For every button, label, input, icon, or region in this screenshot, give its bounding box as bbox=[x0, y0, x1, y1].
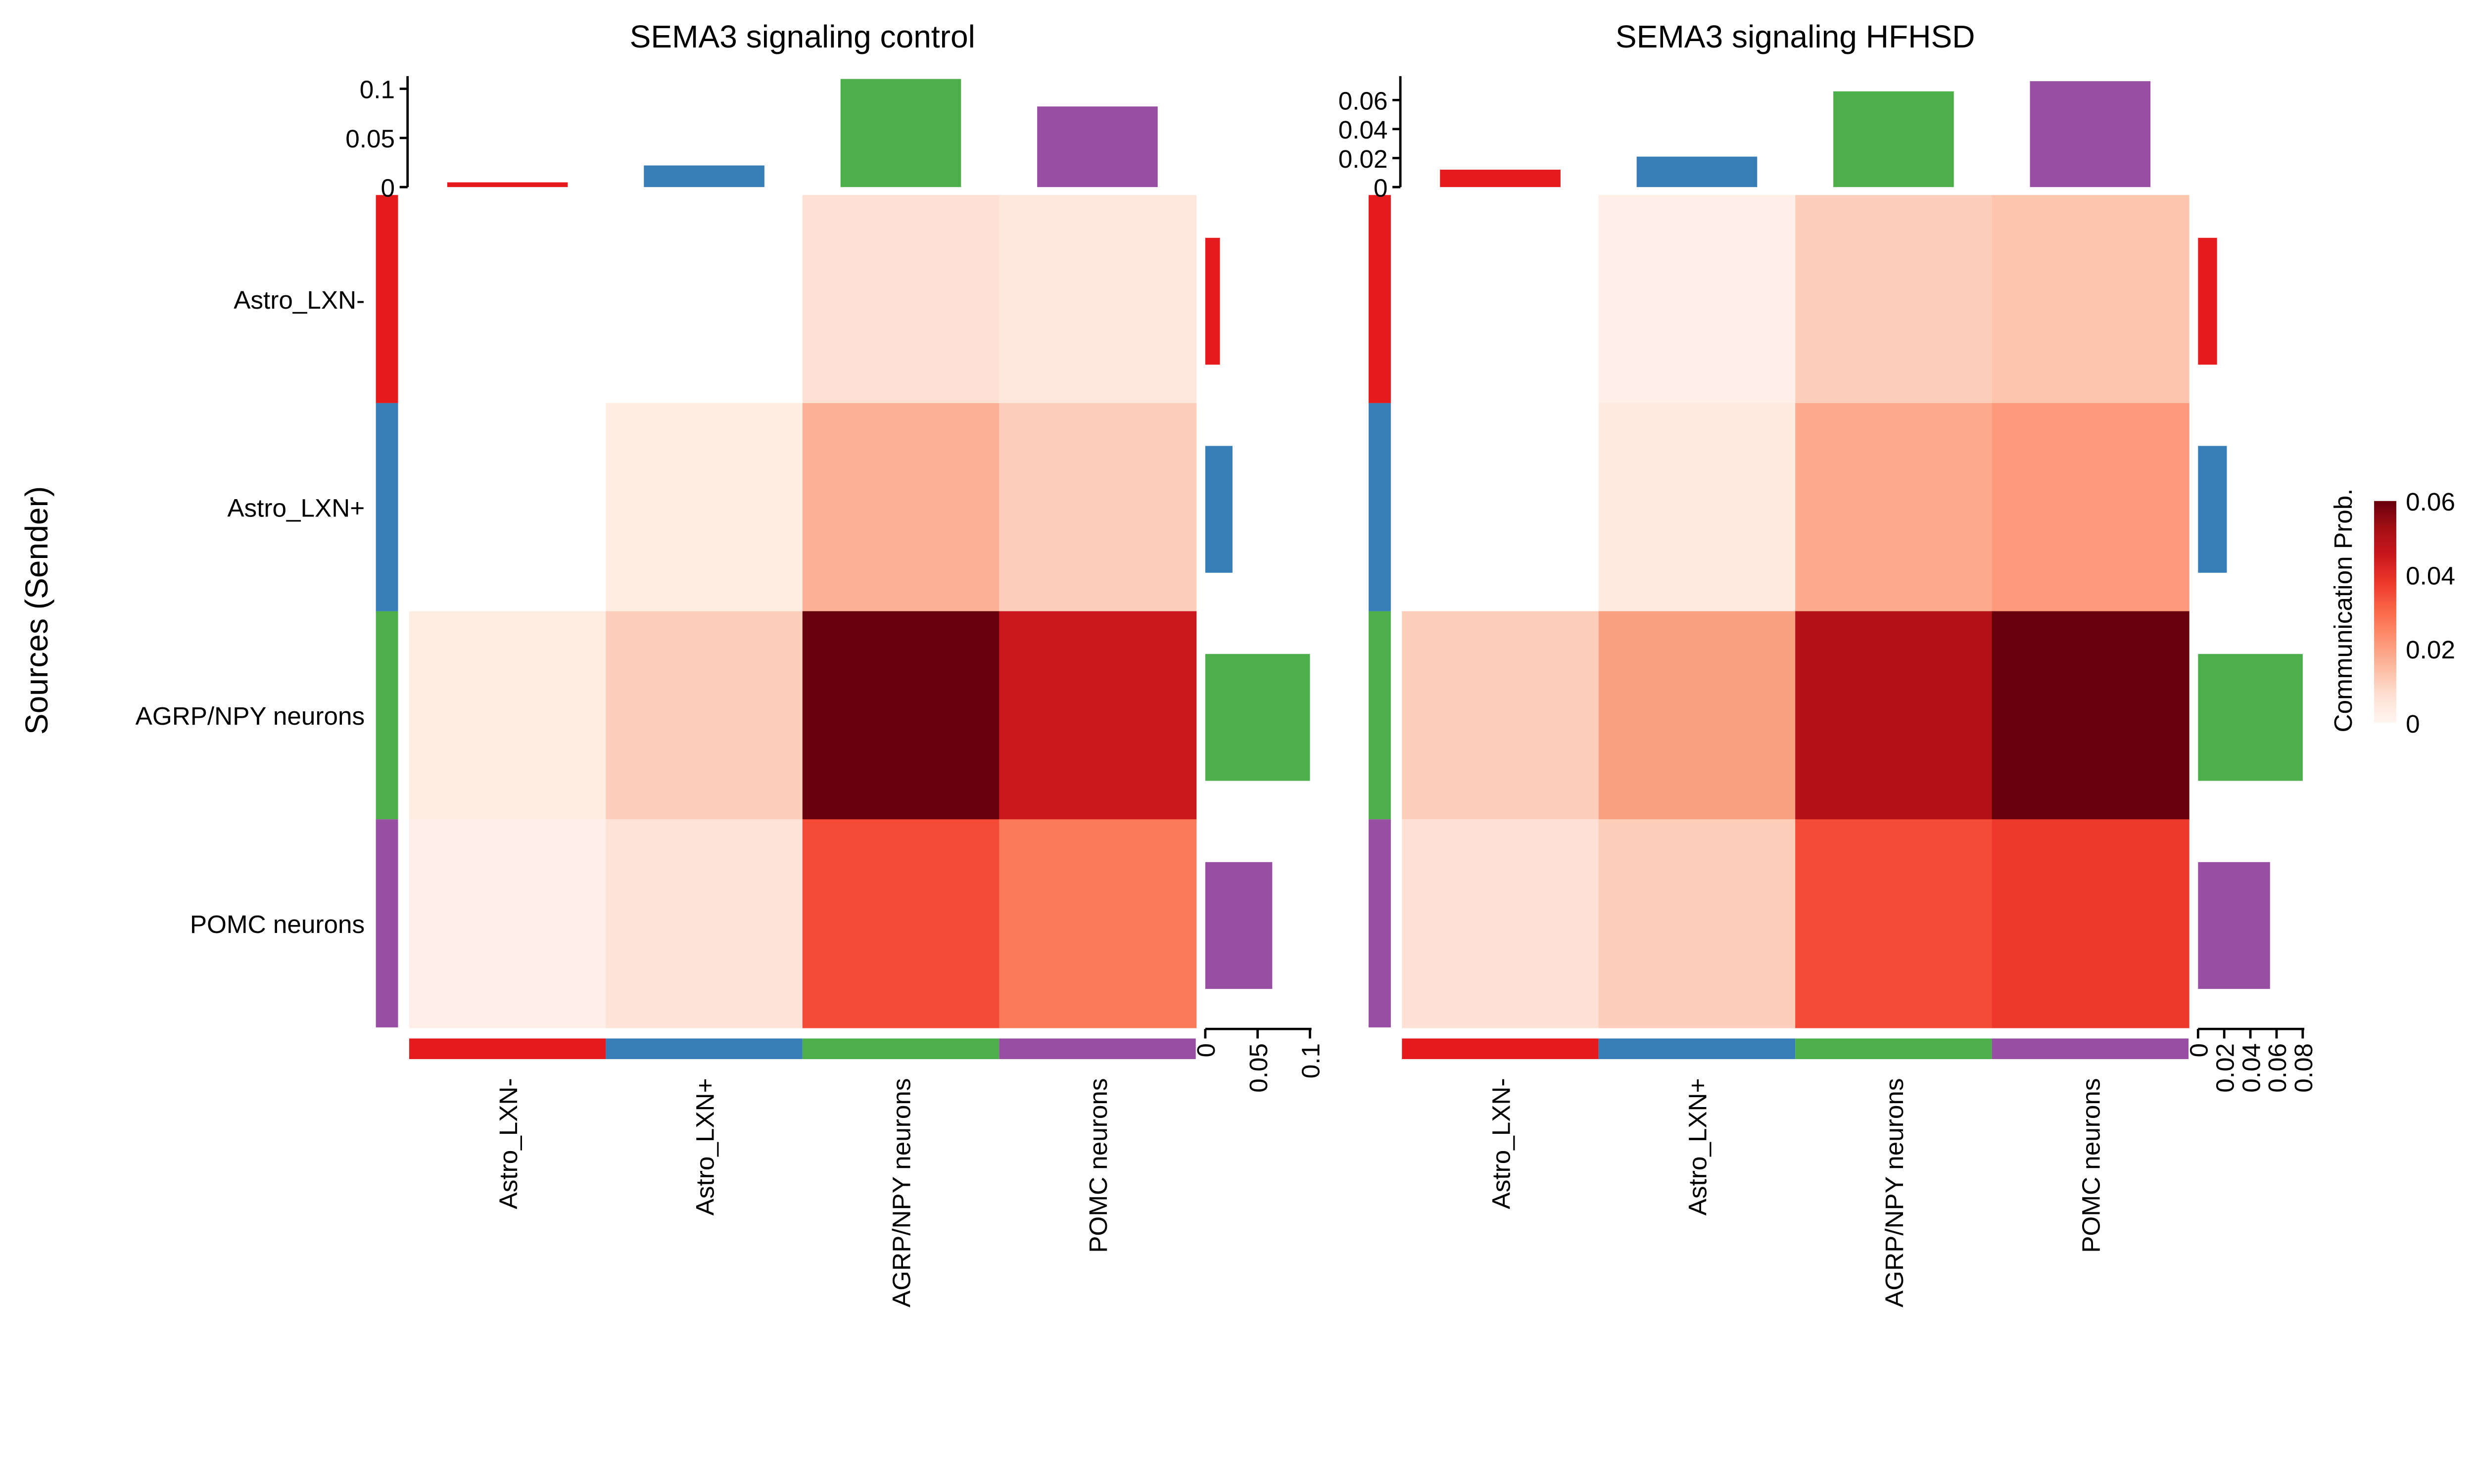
right-bar bbox=[1205, 237, 1220, 365]
heatmap-cell bbox=[802, 611, 1000, 820]
heatmap-cell bbox=[409, 611, 607, 820]
right-bar bbox=[2198, 237, 2217, 365]
row-label: Astro_LXN+ bbox=[227, 494, 365, 522]
top-bar-tick-label: 0.04 bbox=[1338, 116, 1388, 144]
column-group-color bbox=[409, 1038, 606, 1060]
column-label: Astro_LXN- bbox=[494, 1078, 523, 1209]
legend-tick-label: 0.06 bbox=[2406, 488, 2455, 516]
heatmap-cell bbox=[999, 403, 1197, 612]
top-bar-tick-label: 0.06 bbox=[1338, 87, 1388, 115]
legend: Communication Prob. 0 0.02 0.04 0.06 bbox=[2329, 488, 2455, 738]
heatmap-cell bbox=[1598, 403, 1796, 612]
right-bar bbox=[2198, 654, 2303, 781]
right-bar bbox=[1205, 654, 1310, 781]
heatmap-cell bbox=[1402, 611, 1600, 820]
right-bar bbox=[1205, 446, 1233, 573]
row-group-color bbox=[1369, 195, 1391, 403]
right-bar bbox=[2198, 446, 2227, 573]
top-bar bbox=[1440, 170, 1561, 187]
column-group-color bbox=[999, 1038, 1196, 1060]
title-hfhsd: SEMA3 signaling HFHSD bbox=[1616, 19, 1975, 54]
heatmap-panel-1: Astro_LXN- Astro_LXN+ AGRP/NPY neurons POMC… bbox=[1338, 76, 2318, 1307]
top-bar bbox=[644, 165, 764, 187]
top-bar-tick-label: 0.05 bbox=[345, 125, 395, 153]
top-bar-tick-label: 0 bbox=[1374, 174, 1388, 202]
right-bar bbox=[2198, 862, 2270, 989]
column-label: Astro_LXN+ bbox=[691, 1078, 719, 1215]
top-bar bbox=[1833, 91, 1954, 187]
row-label: Astro_LXN- bbox=[234, 286, 365, 314]
heatmap-cell bbox=[1795, 195, 1993, 404]
legend-tick-label: 0.02 bbox=[2406, 636, 2455, 664]
top-bar bbox=[1636, 156, 1758, 187]
row-group-color bbox=[376, 819, 398, 1027]
heatmap-cell bbox=[999, 195, 1197, 404]
legend-colorbar bbox=[2374, 501, 2396, 723]
heatmap-cell bbox=[1598, 819, 1796, 1028]
column-label: POMC neurons bbox=[1084, 1078, 1112, 1252]
title-control: SEMA3 signaling control bbox=[630, 19, 975, 54]
row-label: AGRP/NPY neurons bbox=[136, 702, 365, 730]
right-bar-tick-label: 0 bbox=[2185, 1043, 2213, 1058]
top-bar bbox=[1037, 106, 1158, 187]
row-group-color bbox=[1369, 819, 1391, 1027]
heatmap-cell bbox=[1795, 819, 1993, 1028]
heatmap-cell bbox=[606, 403, 804, 612]
column-group-color bbox=[802, 1038, 999, 1060]
column-label: POMC neurons bbox=[2077, 1078, 2105, 1252]
right-bar-tick-label: 0.08 bbox=[2289, 1043, 2318, 1093]
row-group-color bbox=[1369, 403, 1391, 611]
row-group-color bbox=[376, 611, 398, 820]
heatmap-cell bbox=[409, 819, 607, 1028]
right-bar-tick-label: 0.1 bbox=[1297, 1043, 1325, 1078]
right-bar-tick-label: 0.06 bbox=[2263, 1043, 2291, 1093]
heatmap-cell bbox=[999, 819, 1197, 1028]
heatmap-cell bbox=[802, 195, 1000, 404]
column-group-color bbox=[606, 1038, 803, 1060]
column-label: AGRP/NPY neurons bbox=[888, 1078, 916, 1307]
legend-tick-label: 0.04 bbox=[2406, 562, 2455, 590]
heatmap-cell bbox=[1598, 611, 1796, 820]
heatmap-panel-0: Astro_LXN- Astro_LXN+ AGRP/NPY neurons POMC… bbox=[136, 76, 1325, 1307]
heatmap-cell bbox=[1598, 195, 1796, 404]
chart-canvas: SEMA3 signaling control SEMA3 signaling … bbox=[19, 19, 2455, 1307]
y-axis-title: Sources (Sender) bbox=[19, 486, 54, 735]
heatmap-cell bbox=[999, 611, 1197, 820]
heatmap-cell bbox=[1992, 819, 2189, 1028]
legend-title: Communication Prob. bbox=[2329, 489, 2357, 733]
top-bar-tick-label: 0.02 bbox=[1338, 145, 1388, 173]
row-group-color bbox=[376, 403, 398, 611]
row-group-color bbox=[1369, 611, 1391, 820]
heatmap-cell bbox=[1402, 819, 1600, 1028]
column-label: AGRP/NPY neurons bbox=[1880, 1078, 1908, 1307]
top-bar bbox=[447, 182, 568, 187]
row-group-color bbox=[376, 195, 398, 403]
top-bar-tick-label: 0 bbox=[381, 174, 395, 202]
heatmap-cell bbox=[802, 819, 1000, 1028]
heatmap-cell bbox=[1992, 195, 2189, 404]
heatmap-cell bbox=[1992, 611, 2189, 820]
heatmap-cell bbox=[1992, 403, 2189, 612]
column-label: Astro_LXN+ bbox=[1684, 1078, 1712, 1215]
column-label: Astro_LXN- bbox=[1487, 1078, 1515, 1209]
heatmap-cell bbox=[802, 403, 1000, 612]
top-bar-tick-label: 0.1 bbox=[360, 76, 395, 104]
heatmap-cell bbox=[1795, 403, 1993, 612]
right-bar-tick-label: 0.05 bbox=[1244, 1043, 1273, 1093]
top-bar bbox=[840, 79, 961, 187]
right-bar-tick-label: 0 bbox=[1192, 1043, 1220, 1058]
top-bar bbox=[2030, 81, 2151, 187]
column-group-color bbox=[1992, 1038, 2189, 1060]
column-group-color bbox=[1598, 1038, 1796, 1060]
row-label: POMC neurons bbox=[190, 910, 365, 938]
column-group-color bbox=[1402, 1038, 1599, 1060]
right-bar-tick-label: 0.02 bbox=[2211, 1043, 2239, 1093]
heatmap-cell bbox=[1795, 611, 1993, 820]
right-bar bbox=[1205, 862, 1273, 989]
column-group-color bbox=[1795, 1038, 1992, 1060]
legend-tick-label: 0 bbox=[2406, 710, 2420, 738]
heatmap-cell bbox=[606, 819, 804, 1028]
heatmap-cell bbox=[606, 611, 804, 820]
right-bar-tick-label: 0.04 bbox=[2237, 1043, 2265, 1093]
